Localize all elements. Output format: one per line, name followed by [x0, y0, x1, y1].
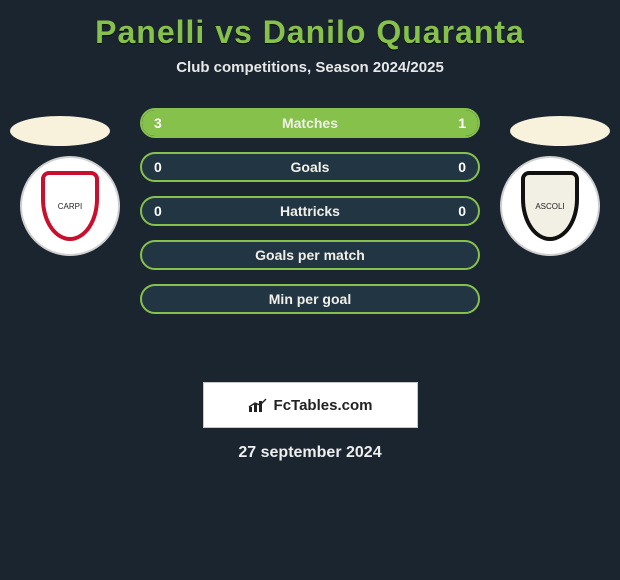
stat-label: Hattricks	[142, 198, 478, 224]
page-title: Panelli vs Danilo Quaranta	[0, 0, 620, 55]
chart-icon	[248, 398, 268, 412]
stat-label: Goals	[142, 154, 478, 180]
stat-label: Min per goal	[142, 286, 478, 312]
stat-label: Matches	[142, 110, 478, 136]
brand-label: FcTables.com	[274, 397, 373, 414]
team-crest-left: CARPI	[41, 171, 99, 241]
team-badge-left: CARPI	[20, 156, 120, 256]
player-pod-right	[510, 116, 610, 146]
date-label: 27 september 2024	[0, 444, 620, 462]
stat-row: Min per goal	[140, 284, 480, 314]
stat-list: 31Matches 00Goals 00Hattricks Goals per mat…	[140, 108, 480, 314]
team-crest-right: ASCOLI	[521, 171, 579, 241]
stat-row: 00Hattricks	[140, 196, 480, 226]
subtitle: Club competitions, Season 2024/2025	[0, 55, 620, 94]
player-pod-left	[10, 116, 110, 146]
stat-row: 00Goals	[140, 152, 480, 182]
stat-label: Goals per match	[142, 242, 478, 268]
brand-box[interactable]: FcTables.com	[203, 382, 418, 428]
comparison-arena: CARPI ASCOLI 31Matches 00Goals 00Hattricks…	[0, 94, 620, 374]
stat-row: 31Matches	[140, 108, 480, 138]
team-badge-right: ASCOLI	[500, 156, 600, 256]
stat-row: Goals per match	[140, 240, 480, 270]
